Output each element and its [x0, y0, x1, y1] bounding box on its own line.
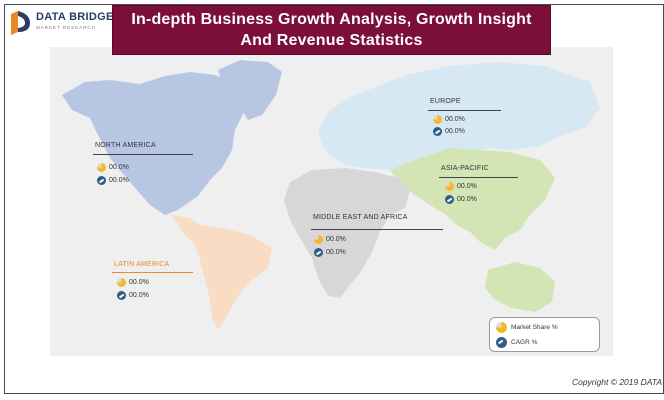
- region-underline-latin-america: [112, 272, 193, 273]
- legend-market-share: Market Share %: [496, 322, 558, 333]
- latin-america-market-share: 00.0%: [117, 278, 149, 287]
- copyright-text: Copyright © 2019 DATA: [571, 377, 662, 387]
- asia-pacific-cagr-value: 00.0%: [457, 196, 477, 203]
- australia-shape: [485, 262, 555, 312]
- pie-chart-icon: [314, 235, 323, 244]
- north-america-shape: [62, 72, 245, 215]
- brand-logo: DATA BRIDGE MARKET RESEARCH: [8, 8, 113, 40]
- north-america-market-share-value: 00.0%: [109, 164, 129, 171]
- trend-chart-icon: [97, 176, 106, 185]
- asia-pacific-market-share-value: 00.0%: [457, 183, 477, 190]
- logo-mark-icon: [11, 11, 30, 35]
- north-america-cagr-value: 00.0%: [109, 177, 129, 184]
- legend-market-share-label: Market Share %: [511, 324, 558, 331]
- latin-america-market-share-value: 00.0%: [129, 279, 149, 286]
- pie-chart-icon: [117, 278, 126, 287]
- asia-pacific-shape: [390, 148, 555, 250]
- legend-cagr: CAGR %: [496, 337, 537, 348]
- legend: Market Share % CAGR %: [489, 317, 600, 352]
- region-underline-europe: [428, 110, 501, 111]
- latin-america-shape: [172, 215, 272, 330]
- brand-name: DATA BRIDGE: [36, 11, 114, 23]
- region-underline-asia-pacific: [439, 177, 518, 178]
- trend-chart-icon: [445, 195, 454, 204]
- legend-cagr-label: CAGR %: [511, 339, 538, 346]
- middle-east-africa-market-share-value: 00.0%: [326, 236, 346, 243]
- middle-east-africa-cagr: 00.0%: [314, 248, 346, 257]
- middle-east-africa-cagr-value: 00.0%: [326, 249, 346, 256]
- europe-market-share: 00.0%: [433, 115, 465, 124]
- europe-shape: [318, 62, 600, 170]
- trend-chart-icon: [117, 291, 126, 300]
- trend-chart-icon: [314, 248, 323, 257]
- title-banner: In-depth Business Growth Analysis, Growt…: [112, 5, 551, 55]
- region-name-north-america: NORTH AMERICA: [95, 142, 156, 149]
- brand-tagline: MARKET RESEARCH: [36, 25, 96, 30]
- europe-cagr-value: 00.0%: [445, 128, 465, 135]
- asia-pacific-market-share: 00.0%: [445, 182, 477, 191]
- north-america-cagr: 00.0%: [97, 176, 129, 185]
- region-name-asia-pacific: ASIA-PACIFIC: [441, 165, 489, 172]
- latin-america-cagr-value: 00.0%: [129, 292, 149, 299]
- region-name-middle-east-africa: MIDDLE EAST AND AFRICA: [313, 214, 408, 221]
- pie-chart-icon: [445, 182, 454, 191]
- pie-chart-icon: [496, 322, 507, 333]
- middle-east-africa-market-share: 00.0%: [314, 235, 346, 244]
- title-line-1: In-depth Business Growth Analysis, Growt…: [131, 11, 532, 28]
- region-underline-north-america: [93, 154, 193, 155]
- page-title: In-depth Business Growth Analysis, Growt…: [131, 9, 531, 51]
- pie-chart-icon: [97, 163, 106, 172]
- europe-market-share-value: 00.0%: [445, 116, 465, 123]
- asia-pacific-cagr: 00.0%: [445, 195, 477, 204]
- trend-chart-icon: [433, 127, 442, 136]
- latin-america-cagr: 00.0%: [117, 291, 149, 300]
- region-name-latin-america: LATIN AMERICA: [114, 261, 170, 268]
- middle-east-africa-shape: [284, 168, 410, 298]
- europe-cagr: 00.0%: [433, 127, 465, 136]
- region-name-europe: EUROPE: [430, 98, 461, 105]
- north-america-market-share: 00.0%: [97, 163, 129, 172]
- trend-chart-icon: [496, 337, 507, 348]
- pie-chart-icon: [433, 115, 442, 124]
- greenland-shape: [218, 60, 282, 120]
- title-line-2: And Revenue Statistics: [240, 32, 423, 49]
- region-underline-middle-east-africa: [311, 229, 443, 230]
